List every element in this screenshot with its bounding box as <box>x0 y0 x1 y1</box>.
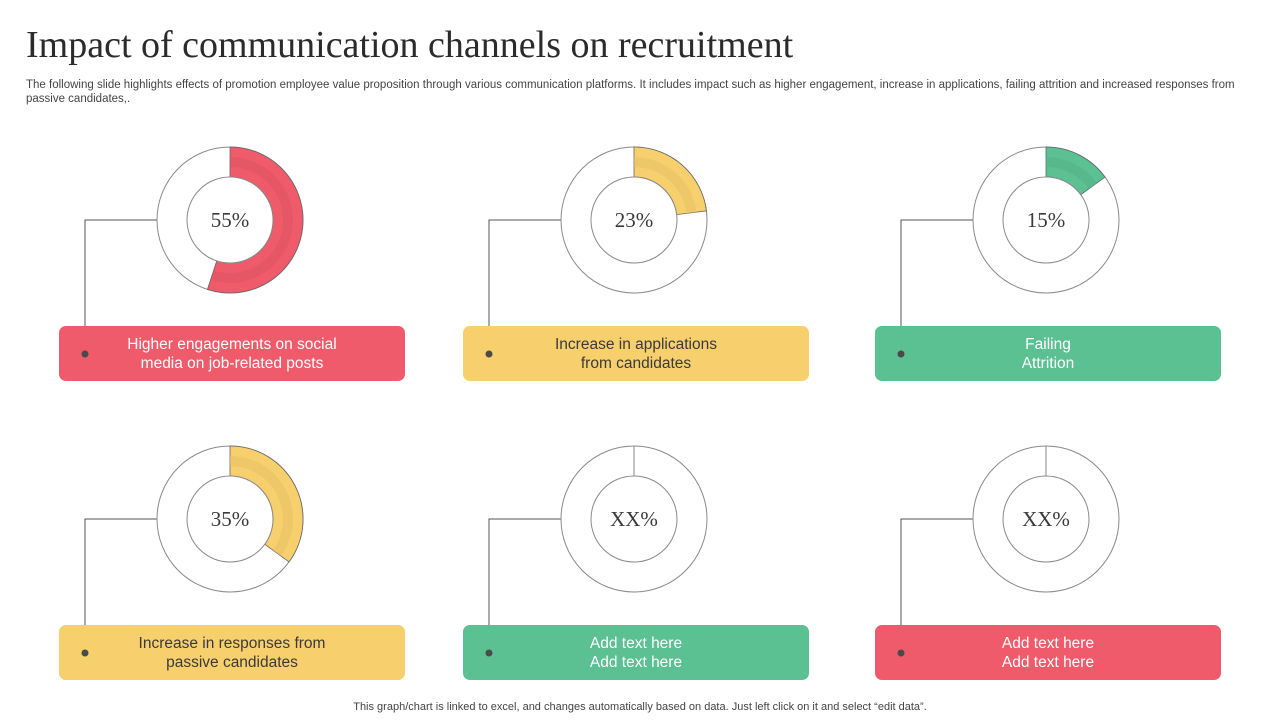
connector-dot <box>81 649 89 657</box>
donut-hole <box>186 475 274 563</box>
connector-dot <box>485 350 493 358</box>
connector-line <box>84 219 157 354</box>
connector-dot <box>897 350 905 358</box>
caption-line-2: Attrition <box>1022 355 1075 372</box>
caption-box <box>875 326 1221 381</box>
caption-line-1: Increase in applications <box>555 336 717 353</box>
donut-hole <box>590 475 678 563</box>
caption-box <box>875 625 1221 680</box>
percent-label: 23% <box>615 208 654 232</box>
donut-card-3: 15% Failing Attrition <box>875 146 1221 381</box>
caption-line-1: Add text here <box>1002 635 1094 652</box>
percent-label: 15% <box>1027 208 1066 232</box>
footer-note: This graph/chart is linked to excel, and… <box>353 701 927 713</box>
caption-line-2: Add text here <box>590 654 682 671</box>
caption-line-1: Failing <box>1025 336 1071 353</box>
caption-line-2: Add text here <box>1002 654 1094 671</box>
donut-card-4: 35% Increase in responses from passive can… <box>59 445 405 680</box>
connector-dot <box>81 350 89 358</box>
donut-segment-shade <box>230 456 294 557</box>
donut-segment-shade <box>1046 157 1097 189</box>
connector-line <box>488 219 561 354</box>
percent-label: XX% <box>1022 507 1070 531</box>
caption-box <box>59 326 405 381</box>
donut-hole <box>1002 176 1090 264</box>
connector-line <box>84 518 157 653</box>
caption-line-2: from candidates <box>581 355 692 372</box>
donut-card-2: 23% Increase in applications from candidat… <box>463 146 809 381</box>
connector-line <box>900 219 973 354</box>
caption-line-1: Higher engagements on social <box>127 336 336 353</box>
connector-dot <box>485 649 493 657</box>
caption-line-1: Add text here <box>590 635 682 652</box>
caption-line-2: media on job-related posts <box>141 355 324 372</box>
page-subtitle: The following slide highlights effects o… <box>26 79 1235 105</box>
caption-box <box>463 625 809 680</box>
caption-line-2: passive candidates <box>166 654 298 671</box>
page-title: Impact of communication channels on recr… <box>26 24 794 66</box>
donut-card-6: XX% Add text here Add text here <box>875 445 1221 680</box>
percent-label: 35% <box>211 507 250 531</box>
donut-hole <box>590 176 678 264</box>
donut-hole <box>1002 475 1090 563</box>
percent-label: XX% <box>610 507 658 531</box>
connector-dot <box>897 649 905 657</box>
percent-label: 55% <box>211 208 250 232</box>
connector-line <box>900 518 973 653</box>
caption-box <box>59 625 405 680</box>
donut-card-1: 55% Higher engagements on social media on … <box>59 146 405 381</box>
caption-box <box>463 326 809 381</box>
caption-line-1: Increase in responses from <box>139 635 326 652</box>
donut-segment-shade <box>634 157 697 214</box>
donut-hole <box>186 176 274 264</box>
donut-card-5: XX% Add text here Add text here <box>463 445 809 680</box>
connector-line <box>488 518 561 653</box>
